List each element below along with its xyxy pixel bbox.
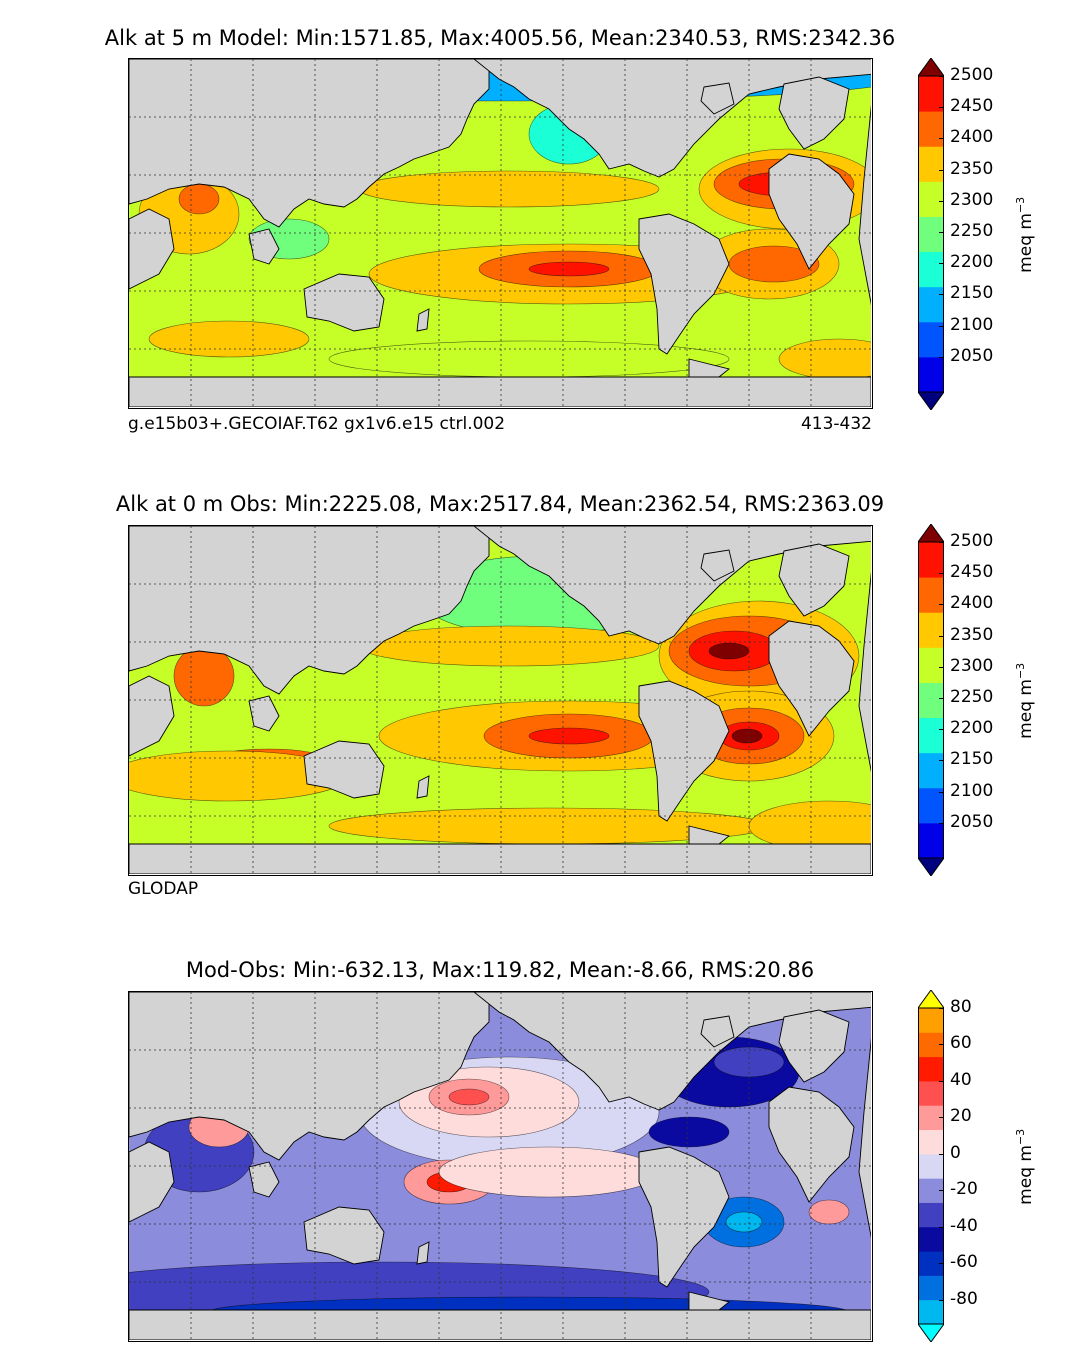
- colorbar-tick-label: 2150: [950, 283, 994, 304]
- colorbar-tick-label: 2150: [950, 749, 994, 770]
- colorbar-tick-label: 2200: [950, 252, 994, 273]
- panel2-footer-left: GLODAP: [128, 879, 199, 899]
- panel3-title: Mod-Obs: Min:-632.13, Max:119.82, Mean:-…: [185, 958, 815, 982]
- colorbar-tick-label: 2350: [950, 158, 994, 179]
- colorbar-tick-label: -40: [950, 1215, 978, 1236]
- panel1-footer-right: 413-432: [800, 414, 872, 434]
- colorbar-tick-label: 2200: [950, 718, 994, 739]
- colorbar-tick-label: 2050: [950, 811, 994, 832]
- colorbar-tick-label: 2250: [950, 687, 994, 708]
- colorbar-tick-label: 2500: [950, 65, 994, 85]
- panel1-map: [128, 58, 873, 409]
- panel1-title: Alk at 5 m Model: Min:1571.85, Max:4005.…: [104, 26, 896, 50]
- colorbar-tick-label: 2100: [950, 314, 994, 335]
- colorbar-tick-label: -80: [950, 1288, 978, 1309]
- colorbar-tick-label: 2300: [950, 655, 994, 676]
- colorbar-tick-label: 80: [950, 997, 972, 1017]
- colorbar-tick-label: 40: [950, 1069, 972, 1090]
- panel2-map: [128, 525, 873, 876]
- colorbar-tick-label: 2450: [950, 96, 994, 117]
- colorbar-tick-label: 2100: [950, 780, 994, 801]
- colorbar-tick-label: 0: [950, 1142, 961, 1163]
- colorbar-tick-label: -20: [950, 1179, 978, 1200]
- colorbar-tick-label: 2350: [950, 624, 994, 645]
- colorbar-tick-label: 20: [950, 1106, 972, 1127]
- colorbar-unit-label: meq m−3: [1014, 662, 1036, 739]
- colorbar-tick-label: 2050: [950, 345, 994, 366]
- colorbar-tick-label: 2300: [950, 189, 994, 210]
- panel3-map: [128, 991, 873, 1342]
- panel2-title: Alk at 0 m Obs: Min:2225.08, Max:2517.84…: [115, 492, 885, 516]
- colorbar-tick-label: 60: [950, 1033, 972, 1054]
- colorbar-tick-label: 2400: [950, 127, 994, 148]
- colorbar-tick-label: -60: [950, 1252, 978, 1273]
- colorbar-tick-label: 2250: [950, 221, 994, 242]
- colorbar-unit-label: meq m−3: [1014, 196, 1036, 273]
- panel1-footer-left: g.e15b03+.GECOIAF.T62 gx1v6.e15 ctrl.002: [128, 414, 506, 434]
- colorbar-tick-label: 2400: [950, 593, 994, 614]
- colorbar-tick-label: 2500: [950, 531, 994, 551]
- colorbar-unit-label: meq m−3: [1014, 1128, 1036, 1205]
- colorbar-tick-label: 2450: [950, 562, 994, 583]
